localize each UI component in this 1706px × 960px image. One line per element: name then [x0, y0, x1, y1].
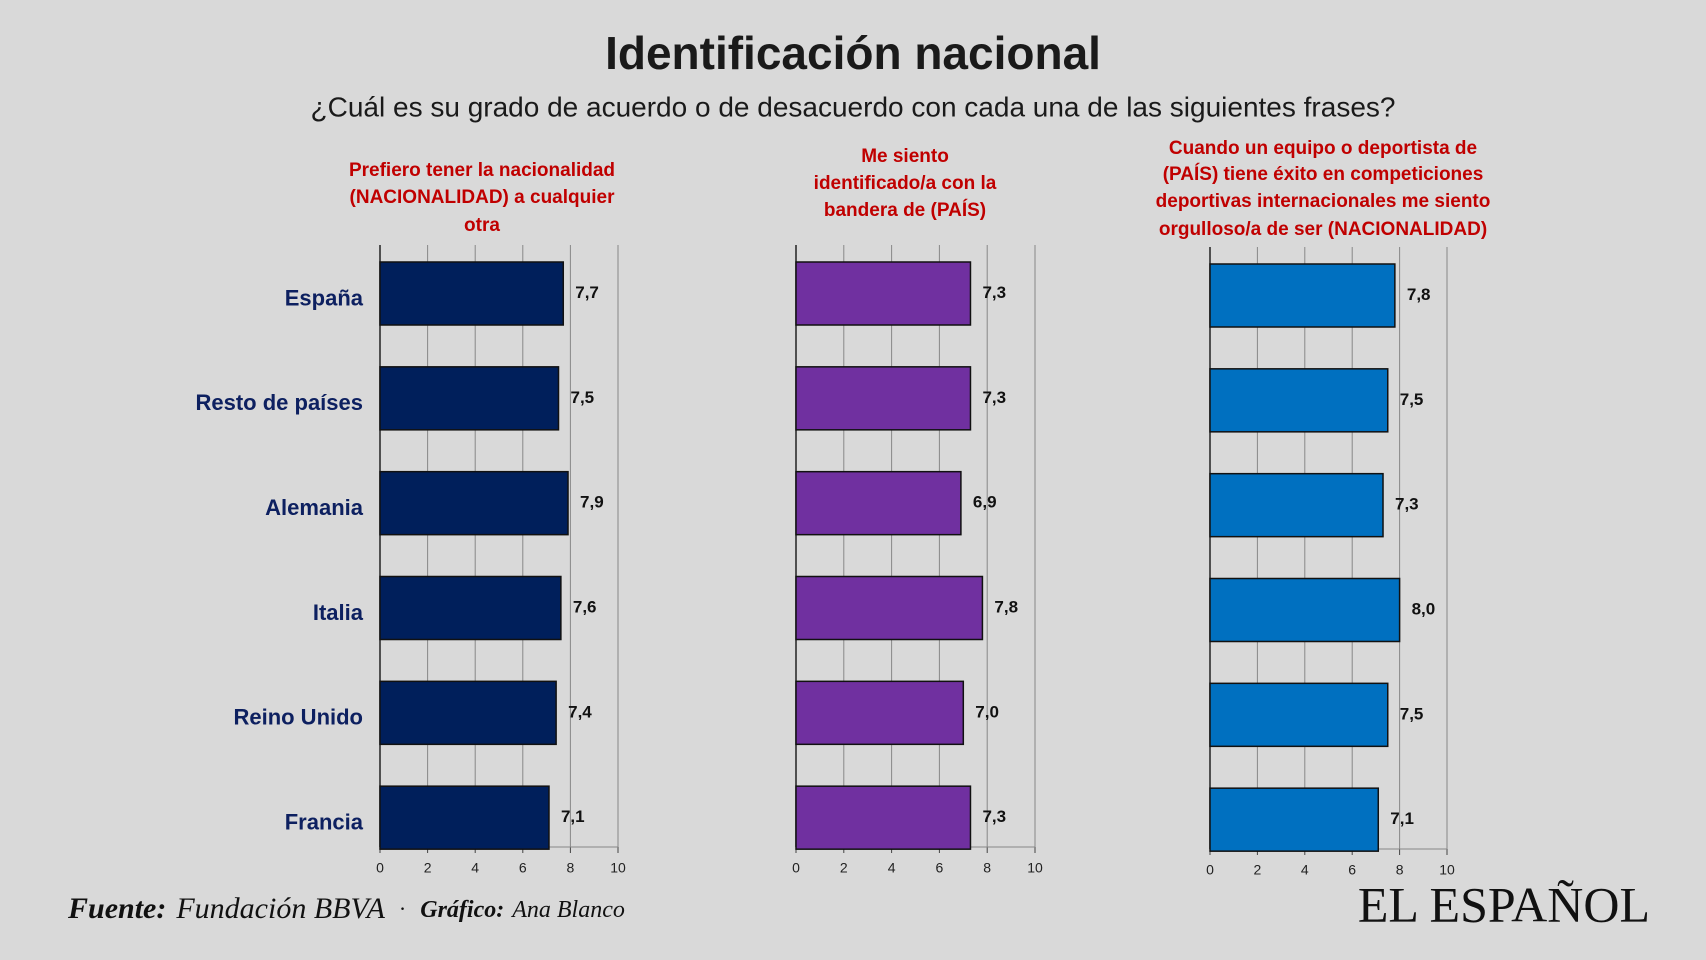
- x-tick-label: 2: [424, 860, 432, 876]
- x-tick-label: 2: [840, 860, 848, 876]
- x-tick-label: 0: [1206, 862, 1214, 878]
- bar: [379, 261, 565, 326]
- panel-title: orgulloso/a de ser (NACIONALIDAD): [1159, 219, 1487, 240]
- credit-label: Gráfico:: [420, 897, 504, 923]
- source-label: Fuente:: [67, 892, 166, 925]
- value-label: 7,5: [571, 388, 595, 407]
- value-label: 7,3: [982, 807, 1006, 826]
- bar: [795, 680, 965, 746]
- x-tick-label: 4: [1301, 862, 1309, 878]
- x-tick-label: 10: [1027, 860, 1043, 876]
- panel-title: Cuando un equipo o deportista de: [1169, 138, 1477, 159]
- category-label: Resto de países: [195, 390, 363, 415]
- value-label: 7,7: [575, 283, 599, 302]
- bar: [379, 366, 560, 431]
- x-tick-label: 0: [376, 860, 384, 876]
- bar: [1209, 368, 1389, 433]
- value-label: 7,5: [1400, 390, 1424, 409]
- value-label: 7,8: [994, 597, 1018, 616]
- bar: [379, 680, 557, 746]
- logo: EL ESPAÑOL: [1358, 876, 1650, 932]
- x-tick-label: 8: [567, 860, 575, 876]
- category-label: Italia: [313, 600, 364, 625]
- panel-title: Prefiero tener la nacionalidad: [349, 160, 615, 181]
- panel-title: (PAÍS) tiene éxito en competiciones: [1163, 163, 1484, 185]
- bar: [795, 366, 972, 431]
- bar: [1209, 577, 1401, 643]
- bar: [1209, 472, 1384, 538]
- value-label: 7,1: [1390, 809, 1414, 828]
- category-label: Francia: [285, 809, 364, 834]
- panel-title: Me siento: [861, 146, 949, 167]
- x-tick-label: 10: [1439, 862, 1455, 878]
- x-tick-label: 8: [983, 860, 991, 876]
- panel-title: bandera de (PAÍS): [824, 199, 986, 221]
- value-label: 7,8: [1407, 285, 1431, 304]
- category-label: Alemania: [265, 495, 364, 520]
- source: Fundación BBVA: [175, 892, 385, 925]
- value-label: 7,3: [982, 388, 1006, 407]
- chart-subtitle: ¿Cuál es su grado de acuerdo o de desacu…: [311, 91, 1396, 122]
- x-tick-label: 6: [936, 860, 944, 876]
- x-tick-label: 8: [1396, 862, 1404, 878]
- bar: [1209, 682, 1389, 748]
- x-tick-label: 4: [888, 860, 896, 876]
- bar: [1209, 787, 1380, 852]
- value-label: 7,9: [580, 493, 604, 512]
- separator: ·: [399, 896, 406, 921]
- x-tick-label: 10: [610, 860, 626, 876]
- category-label: Reino Unido: [233, 705, 363, 730]
- value-label: 7,5: [1400, 704, 1424, 723]
- bar: [795, 575, 984, 641]
- panel-title: deportivas internacionales me siento: [1156, 191, 1491, 212]
- bar: [795, 261, 972, 326]
- value-label: 7,4: [568, 702, 592, 721]
- x-tick-label: 4: [471, 860, 479, 876]
- value-label: 7,3: [1395, 495, 1419, 514]
- bar: [795, 470, 962, 536]
- panel-title: (NACIONALIDAD) a cualquier: [350, 187, 616, 208]
- credit: Ana Blanco: [510, 897, 625, 923]
- bar: [379, 785, 550, 850]
- value-label: 7,0: [975, 702, 999, 721]
- value-label: 8,0: [1412, 599, 1436, 618]
- x-tick-label: 2: [1254, 862, 1262, 878]
- bar: [1209, 263, 1396, 328]
- value-label: 7,1: [561, 807, 585, 826]
- footer: Fuente: Fundación BBVA · Gráfico: Ana Bl…: [67, 892, 625, 925]
- value-label: 7,3: [982, 283, 1006, 302]
- chart-title: Identificación nacional: [605, 27, 1101, 79]
- value-label: 6,9: [973, 493, 997, 512]
- x-tick-label: 6: [519, 860, 527, 876]
- bar: [379, 470, 569, 536]
- bar: [795, 785, 972, 850]
- value-label: 7,6: [573, 597, 597, 616]
- x-tick-label: 6: [1348, 862, 1356, 878]
- x-tick-label: 0: [792, 860, 800, 876]
- panel-title: identificado/a con la: [814, 173, 997, 194]
- bar: [379, 575, 562, 641]
- panel-title: otra: [464, 215, 500, 236]
- category-label: España: [285, 285, 364, 310]
